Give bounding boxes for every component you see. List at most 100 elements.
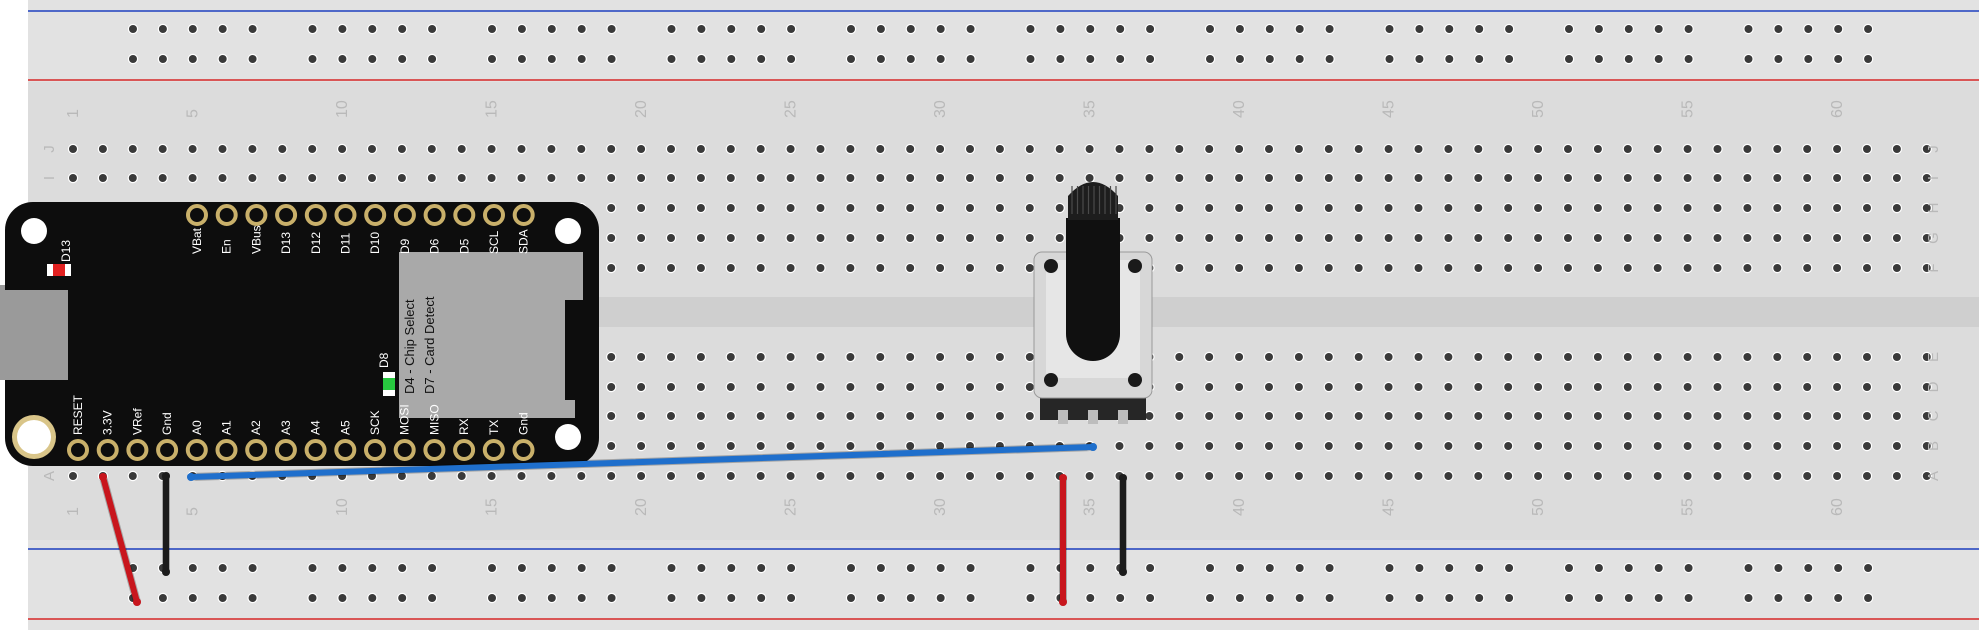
rail-hole xyxy=(1086,594,1095,602)
breadboard-hole xyxy=(1354,442,1363,450)
rail-hole xyxy=(1265,564,1274,572)
breadboard-hole xyxy=(696,264,705,272)
breadboard-hole xyxy=(1025,174,1034,182)
rail-hole xyxy=(1804,25,1813,33)
breadboard-hole xyxy=(1474,353,1483,361)
breadboard-hole xyxy=(995,145,1004,153)
breadboard-hole xyxy=(607,174,616,182)
breadboard-hole xyxy=(995,383,1004,391)
breadboard-hole xyxy=(995,234,1004,242)
breadboard-hole xyxy=(1474,412,1483,420)
rail-hole xyxy=(577,564,586,572)
pin-label: A3 xyxy=(279,420,293,435)
rail-hole xyxy=(1594,564,1603,572)
column-number: 35 xyxy=(1082,100,1099,118)
breadboard-hole xyxy=(966,472,974,480)
mounting-hole xyxy=(17,420,51,454)
rail-hole xyxy=(398,25,407,33)
header-pin xyxy=(393,439,416,461)
header-pin xyxy=(453,439,476,461)
breadboard-hole xyxy=(278,174,287,182)
rail-hole xyxy=(248,25,257,33)
pin-label: 3.3V xyxy=(101,410,115,435)
rail-hole xyxy=(218,25,227,33)
breadboard-hole xyxy=(876,383,885,391)
rail-hole xyxy=(1026,55,1035,63)
rail-hole xyxy=(218,55,227,63)
breadboard-hole xyxy=(816,174,825,182)
breadboard-hole xyxy=(1743,442,1752,450)
breadboard-hole xyxy=(368,174,376,182)
breadboard-hole xyxy=(1653,412,1662,420)
breadboard-hole xyxy=(1444,234,1453,242)
breadboard-hole xyxy=(1354,472,1363,480)
breadboard-hole xyxy=(936,234,945,242)
rail-hole xyxy=(1086,25,1095,33)
breadboard-hole xyxy=(1653,383,1662,391)
column-number: 15 xyxy=(484,498,501,516)
breadboard-hole xyxy=(1025,145,1034,153)
rail-hole xyxy=(906,564,915,572)
breadboard-hole xyxy=(846,174,855,182)
pot-pin xyxy=(1118,410,1128,424)
rail-hole xyxy=(727,564,736,572)
breadboard-hole xyxy=(1803,145,1812,153)
column-number: 25 xyxy=(783,498,800,516)
breadboard-hole xyxy=(1205,442,1214,450)
breadboard-hole xyxy=(906,353,915,361)
rail-hole xyxy=(1026,594,1035,602)
pin-label: D5 xyxy=(457,238,471,254)
breadboard-hole xyxy=(1294,442,1303,450)
breadboard-hole xyxy=(1175,442,1184,450)
header-pin xyxy=(512,439,535,461)
breadboard-hole xyxy=(218,174,227,182)
rail-hole xyxy=(428,594,437,602)
pin-label: MISO xyxy=(427,404,441,435)
rail-hole xyxy=(1265,594,1274,602)
breadboard-hole xyxy=(1743,234,1752,242)
breadboard-hole xyxy=(876,472,885,480)
breadboard-hole xyxy=(906,145,915,153)
header-pin xyxy=(483,204,505,226)
breadboard-hole xyxy=(876,234,885,242)
breadboard-hole xyxy=(1863,442,1871,450)
breadboard-hole xyxy=(1833,145,1842,153)
breadboard-hole xyxy=(1593,442,1602,450)
breadboard-hole xyxy=(846,412,855,420)
rail-hole xyxy=(1445,25,1454,33)
header-pin xyxy=(156,439,179,461)
breadboard-hole xyxy=(1354,204,1363,212)
breadboard-hole xyxy=(1892,383,1901,391)
breadboard-hole xyxy=(1324,204,1333,212)
rail-hole xyxy=(607,55,616,63)
breadboard-hole xyxy=(1593,412,1602,420)
breadboard-hole xyxy=(966,442,974,450)
breadboard-hole xyxy=(1593,204,1602,212)
breadboard-hole xyxy=(1265,145,1273,153)
header-pin xyxy=(304,439,327,461)
header-pin xyxy=(215,439,238,461)
rail-hole xyxy=(517,594,526,602)
pot-mount-hole xyxy=(1128,259,1142,273)
breadboard-hole xyxy=(1653,353,1662,361)
breadboard-hole xyxy=(517,145,526,153)
breadboard-hole xyxy=(1384,145,1393,153)
mounting-hole xyxy=(555,218,581,244)
breadboard-hole xyxy=(1444,174,1453,182)
breadboard-hole xyxy=(1085,145,1094,153)
column-number: 5 xyxy=(185,109,202,118)
rail-hole xyxy=(936,594,945,602)
breadboard-hole xyxy=(368,145,376,153)
breadboard-hole xyxy=(1324,442,1333,450)
breadboard-hole xyxy=(637,145,646,153)
rail-hole xyxy=(1505,564,1514,572)
breadboard-hole xyxy=(1743,174,1752,182)
breadboard-hole xyxy=(667,442,675,450)
breadboard-hole xyxy=(1922,204,1931,212)
pin-label: VRef xyxy=(130,408,144,435)
breadboard-hole xyxy=(577,145,586,153)
rail-hole xyxy=(1235,25,1244,33)
pin-label: D13 xyxy=(279,232,293,254)
breadboard-hole xyxy=(308,145,317,153)
column-number: 45 xyxy=(1381,100,1398,118)
